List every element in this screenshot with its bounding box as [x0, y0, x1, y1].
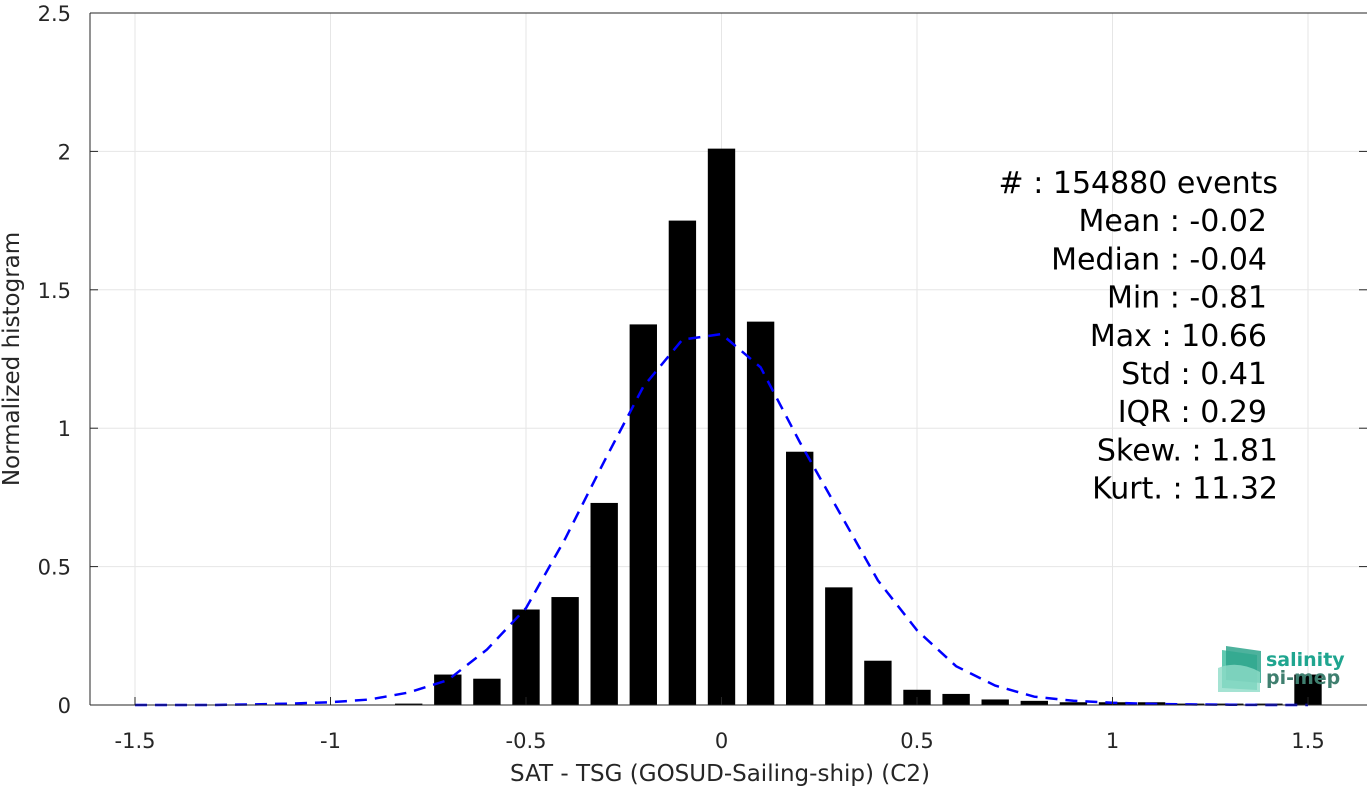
y-tick-label-5: 2.5	[38, 2, 71, 26]
stat-label-7: Skew.	[1097, 433, 1192, 468]
histogram-bar-9	[746, 321, 775, 705]
logo-wave-icon	[1218, 646, 1261, 692]
histogram-bar-3	[512, 609, 540, 705]
stat-line-3: Min : -0.81	[1107, 281, 1267, 316]
logo-text-pi-mep: pi-mep	[1266, 667, 1340, 689]
stat-line-6: IQR : 0.29	[1118, 395, 1267, 430]
histogram-bar-5	[590, 502, 618, 705]
stat-label-4: Max	[1090, 319, 1162, 354]
x-tick-label-1: -1	[320, 729, 341, 753]
histogram-bar-0	[395, 703, 423, 705]
y-axis-label: Normalized histogram	[0, 232, 25, 486]
stat-label-1: Mean	[1078, 204, 1169, 239]
y-tick-label-1: 0.5	[38, 556, 71, 580]
y-tick-label-3: 1.5	[38, 279, 71, 303]
axes	[89, 12, 1367, 706]
histogram-bar-7	[668, 220, 697, 705]
stat-value-6: : 0.29	[1181, 395, 1267, 430]
logo-text-salinity: salinity	[1266, 649, 1345, 671]
x-tick-label-4: 0.5	[900, 729, 933, 753]
stat-line-2: Median : -0.04	[1051, 242, 1267, 277]
stat-label-3: Min	[1107, 281, 1170, 316]
histogram-bar-10	[786, 451, 814, 705]
stat-line-0: # : 154880 events	[999, 166, 1278, 201]
stat-line-1: Mean : -0.02	[1078, 204, 1267, 239]
stat-value-8: : 11.32	[1172, 472, 1278, 507]
x-tick-label-5: 1	[1106, 729, 1119, 753]
histogram-bar-8	[707, 148, 736, 705]
histogram-bar-16	[1020, 700, 1048, 705]
stat-label-8: Kurt.	[1092, 472, 1172, 507]
stat-label-2: Median	[1051, 242, 1170, 277]
histogram-bar-15	[981, 699, 1009, 705]
histogram-bar-14	[942, 693, 970, 705]
stat-label-0: #	[999, 166, 1034, 201]
stat-label-5: Std	[1121, 357, 1180, 392]
salinity-pi-mep-logo: salinity pi-mep	[1218, 646, 1345, 692]
x-tick-label-2: -0.5	[506, 729, 547, 753]
histogram-bar-1	[434, 674, 462, 705]
stat-value-2: : -0.04	[1170, 242, 1267, 277]
stat-value-0: : 154880 events	[1033, 166, 1278, 201]
x-tick-label-3: 0	[715, 729, 728, 753]
histogram-bar-12	[864, 660, 892, 705]
stat-value-3: : -0.81	[1170, 281, 1267, 316]
stat-value-4: : 10.66	[1161, 319, 1267, 354]
y-axis-ticks: 0 0.5 1 1.5 2 2.5	[38, 2, 1367, 718]
stat-line-7: Skew. : 1.81	[1097, 433, 1278, 468]
y-tick-label-4: 2	[58, 140, 71, 164]
x-tick-label-0: -1.5	[115, 729, 156, 753]
stat-value-1: : -0.02	[1170, 204, 1267, 239]
y-tick-label-0: 0	[58, 694, 71, 718]
histogram-bar-4	[551, 597, 579, 705]
x-tick-label-6: 1.5	[1291, 729, 1324, 753]
x-axis-label: SAT - TSG (GOSUD-Sailing-ship) (C2)	[510, 761, 930, 787]
stat-value-5: : 0.41	[1181, 357, 1267, 392]
x-axis-ticks: -1.5 -1 -0.5 0 0.5 1 1.5	[115, 697, 1325, 753]
histogram-bar-17	[1059, 702, 1088, 705]
histogram-bar-2	[473, 678, 501, 705]
stat-line-4: Max : 10.66	[1090, 319, 1267, 354]
stat-line-5: Std : 0.41	[1121, 357, 1267, 392]
histogram-bar-11	[825, 587, 853, 705]
y-tick-label-2: 1	[58, 417, 71, 441]
stat-label-6: IQR	[1118, 395, 1181, 430]
histogram-bar-6	[629, 324, 657, 705]
stat-value-7: : 1.81	[1192, 433, 1278, 468]
histogram-bars	[395, 148, 1322, 705]
stat-line-8: Kurt. : 11.32	[1092, 472, 1278, 507]
